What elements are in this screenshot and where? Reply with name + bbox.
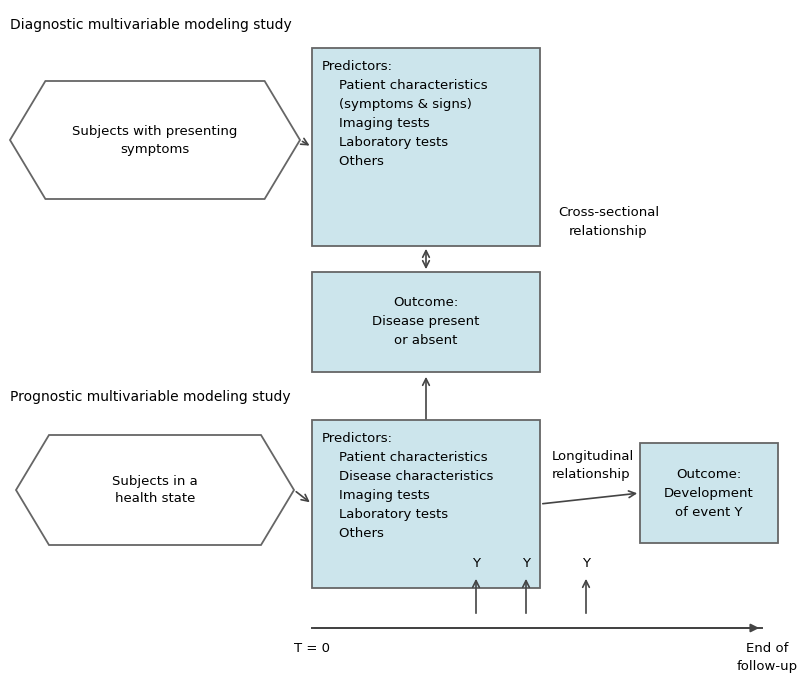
Text: T = 0: T = 0 [294,642,330,655]
Text: Y: Y [582,557,590,570]
FancyBboxPatch shape [312,272,540,372]
Text: Diagnostic multivariable modeling study: Diagnostic multivariable modeling study [10,18,292,32]
Text: Outcome:
Disease present
or absent: Outcome: Disease present or absent [372,297,480,348]
Text: Prognostic multivariable modeling study: Prognostic multivariable modeling study [10,390,290,404]
Text: Outcome:
Development
of event Y: Outcome: Development of event Y [664,468,754,519]
Text: Subjects in a
health state: Subjects in a health state [112,475,198,505]
Polygon shape [10,81,300,199]
Text: Subjects with presenting
symptoms: Subjects with presenting symptoms [72,124,238,155]
Text: Y: Y [472,557,480,570]
Text: T = 0: T = 0 [408,434,444,447]
Polygon shape [16,435,294,545]
Text: Predictors:
    Patient characteristics
    Disease characteristics
    Imaging : Predictors: Patient characteristics Dise… [322,432,494,540]
FancyBboxPatch shape [312,420,540,588]
Text: Cross-sectional
relationship: Cross-sectional relationship [558,206,659,238]
Text: Y: Y [522,557,530,570]
FancyBboxPatch shape [312,48,540,246]
FancyBboxPatch shape [640,443,778,543]
Text: Predictors:
    Patient characteristics
    (symptoms & signs)
    Imaging tests: Predictors: Patient characteristics (sym… [322,60,488,168]
Text: Longitudinal
relationship: Longitudinal relationship [552,450,634,481]
Text: End of
follow-up: End of follow-up [737,642,798,673]
